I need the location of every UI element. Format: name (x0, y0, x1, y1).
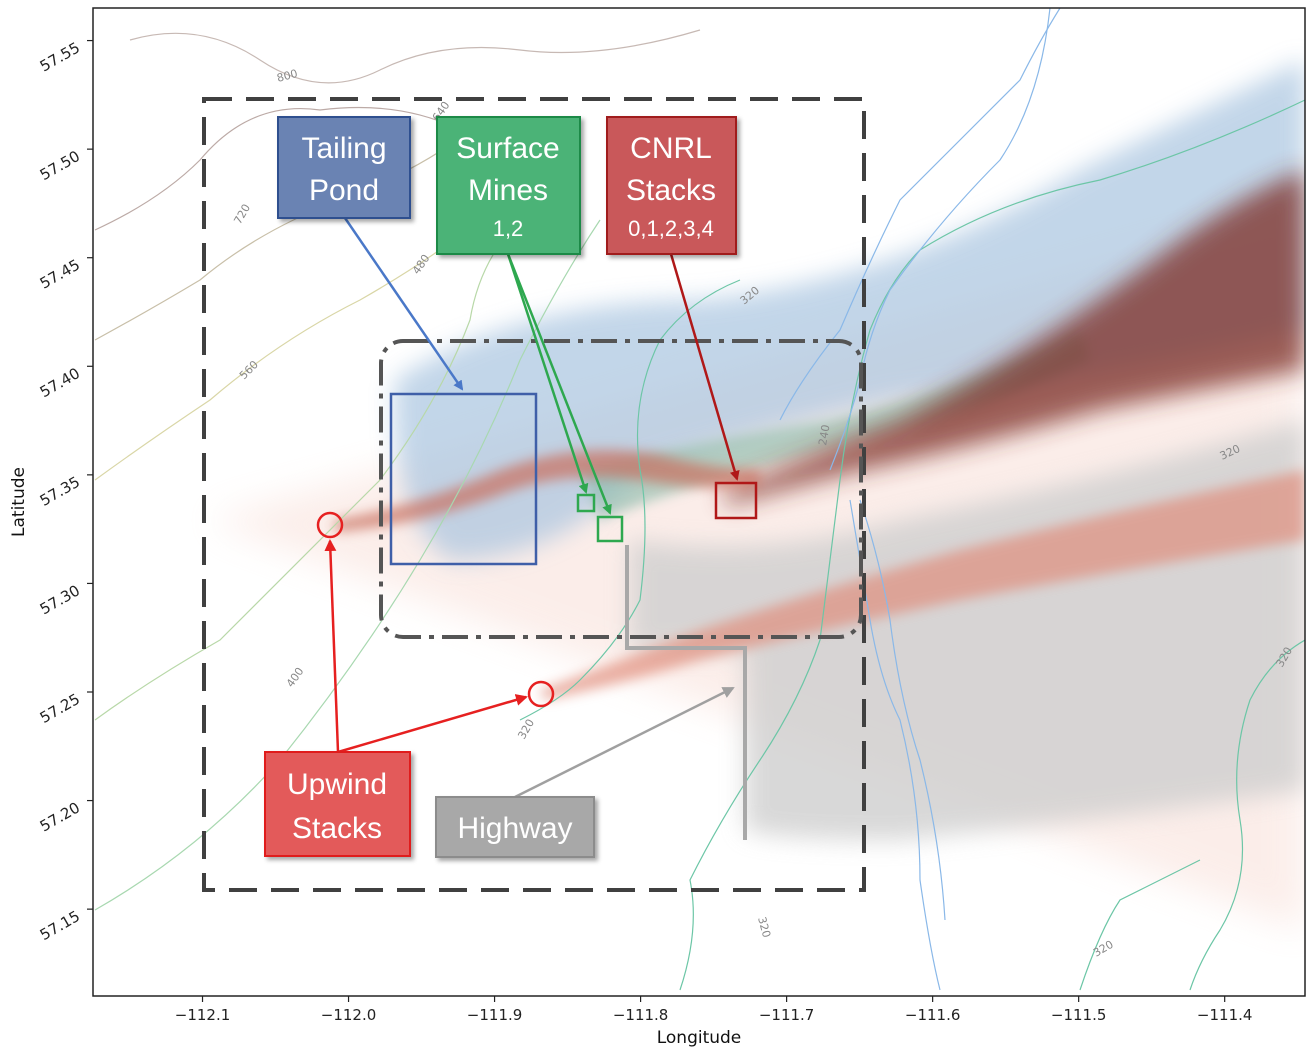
highway-label-text: Highway (457, 812, 572, 845)
y-tick-label: 57.45 (37, 256, 83, 293)
x-tick-label: −112.1 (175, 1006, 231, 1024)
cnrl-stacks-arrow (669, 253, 740, 481)
surface-mines-label-box (436, 116, 581, 255)
y-tick-label: 57.35 (37, 473, 83, 510)
upwind-stacks-label: Upwind Stacks (264, 751, 411, 857)
upwind-stack-2-marker (527, 680, 555, 708)
y-tick-label: 57.15 (37, 907, 83, 944)
cnrl-stacks-label: CNRL Stacks 0,1,2,3,4 (606, 116, 737, 255)
y-tick-label: 57.40 (37, 364, 83, 401)
x-tick-label: −112.0 (321, 1006, 377, 1024)
outer-domain-box (202, 97, 866, 892)
upwind-stacks-label-line2: Stacks (292, 812, 382, 845)
cnrl-stacks-label-sub: 0,1,2,3,4 (628, 216, 714, 241)
cnrl-stacks-label-box (606, 116, 737, 255)
surface-mines-label-sub: 1,2 (493, 216, 524, 241)
y-axis-title: Latitude (9, 467, 29, 537)
upwind-stack-1-marker (316, 511, 344, 539)
x-tick-label: −111.8 (613, 1006, 669, 1024)
y-tick-label: 57.20 (37, 798, 83, 835)
cnrl-stacks-label-line2: Stacks (626, 174, 716, 207)
surface-mine-2-marker (596, 515, 624, 543)
tailing-pond-label-line2: Pond (309, 174, 379, 207)
surface-mine-2-arrow (506, 253, 612, 515)
x-tick-label: −111.4 (1197, 1006, 1253, 1024)
cnrl-plume (720, 170, 1305, 505)
y-tick-label: 57.25 (37, 690, 83, 727)
contour-label-800: 800 (275, 67, 299, 85)
y-tick-label: 57.50 (37, 147, 83, 184)
x-axis: −112.1 −112.0 −111.9 −111.8 −111.7 −111.6 −111… (175, 996, 1253, 1024)
y-tick-label: 57.55 (37, 38, 83, 75)
tailing-pond-area (389, 392, 538, 566)
x-tick-label: −111.6 (905, 1006, 961, 1024)
surface-mines-label-line1: Surface (456, 132, 559, 165)
upwind-stacks-label-box (264, 751, 411, 857)
upwind-stack-2-arrow (337, 694, 528, 754)
x-tick-label: −111.7 (759, 1006, 815, 1024)
y-axis: 57.15 57.20 57.25 57.30 57.35 57.40 57.45 57.50… (37, 38, 93, 944)
tailing-pond-arrow (343, 217, 464, 391)
tailing-pond-label-box (277, 116, 411, 219)
surface-mine-1-marker (576, 493, 596, 513)
cnrl-stacks-label-line1: CNRL (630, 132, 712, 165)
highway-outline (625, 545, 747, 840)
plot-frame (92, 7, 1306, 997)
contour-label-320-d: 320 (755, 915, 773, 939)
highway-arrow (514, 686, 735, 799)
inner-domain-box (379, 339, 863, 639)
x-axis-title: Longitude (657, 1028, 742, 1048)
contour-label-240: 240 (816, 424, 832, 447)
surface-mine-1-arrow (506, 253, 589, 494)
cnrl-stacks-marker (714, 481, 758, 520)
upwind-plume-south (540, 470, 1305, 700)
tailing-pond-label-line1: Tailing (301, 132, 386, 165)
upwind-stacks-label-line1: Upwind (287, 768, 387, 801)
highway-label-box (435, 796, 595, 858)
upwind-plume-north (335, 450, 760, 532)
tailing-pond-label: Tailing Pond (277, 116, 411, 219)
x-tick-label: −111.9 (467, 1006, 523, 1024)
surface-mines-label-line2: Mines (468, 174, 548, 207)
highway-label: Highway (435, 796, 595, 858)
x-tick-label: −111.5 (1051, 1006, 1107, 1024)
surface-mines-label: Surface Mines 1,2 (436, 116, 581, 255)
y-tick-label: 57.30 (37, 581, 83, 618)
upwind-stack-1-arrow (324, 539, 340, 753)
